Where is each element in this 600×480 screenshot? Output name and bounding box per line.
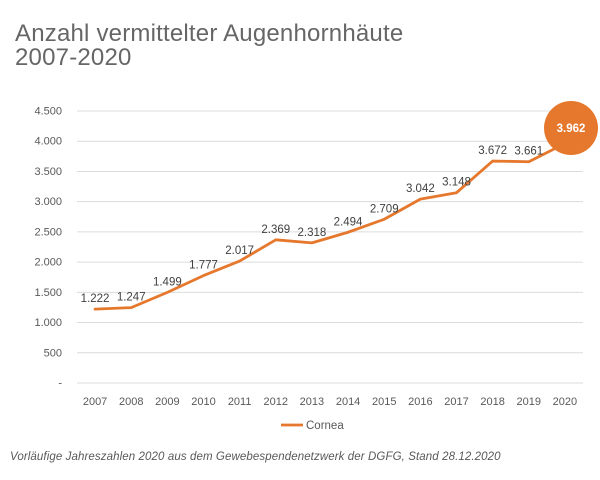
y-axis-tick-label: 1.500: [34, 287, 62, 299]
x-axis-tick-label: 2008: [119, 396, 143, 408]
x-axis-tick-label: 2013: [300, 396, 324, 408]
data-label: 1.499: [153, 276, 182, 288]
x-axis-tick-label: 2015: [372, 396, 396, 408]
chart-title: Anzahl vermittelter Augenhornhäute 2007-…: [15, 20, 404, 72]
data-label: 3.672: [478, 145, 507, 157]
highlight-circle: [544, 101, 598, 155]
data-label: 1.777: [189, 260, 218, 272]
data-label: 2.494: [334, 216, 363, 228]
data-label: 2.318: [298, 227, 327, 239]
x-axis-tick-label: 2016: [408, 396, 432, 408]
y-axis-tick-label: 2.000: [34, 257, 62, 269]
footnote: Vorläufige Jahreszahlen 2020 aus dem Gew…: [10, 451, 501, 463]
y-axis-tick-label: 1.000: [34, 317, 62, 329]
data-label: 2.017: [225, 245, 254, 257]
y-axis-tick-label: -: [58, 378, 62, 390]
x-axis-tick-label: 2017: [444, 396, 468, 408]
x-axis-tick-label: 2020: [553, 396, 577, 408]
x-axis-tick-label: 2009: [155, 396, 179, 408]
data-label: 1.222: [81, 293, 110, 305]
x-axis-tick-label: 2012: [264, 396, 288, 408]
data-label: 2.369: [261, 224, 290, 236]
x-axis-tick-label: 2011: [228, 396, 252, 408]
data-label: 1.247: [117, 292, 146, 304]
y-axis-tick-label: 3.000: [34, 196, 62, 208]
y-axis-tick-label: 4.000: [34, 136, 62, 148]
data-label: 3.148: [442, 177, 471, 189]
data-label: 3.042: [406, 183, 435, 195]
highlight-label: 3.962: [557, 123, 586, 135]
x-axis-tick-label: 2007: [83, 396, 107, 408]
legend-label: Cornea: [306, 420, 344, 432]
y-axis-tick-label: 2.500: [34, 226, 62, 238]
y-axis-tick-label: 500: [44, 347, 62, 359]
y-axis-tick-label: 4.500: [34, 106, 62, 118]
cornea-series-line: [93, 142, 567, 311]
data-label: 2.709: [370, 203, 399, 215]
x-axis-tick-label: 2018: [480, 396, 504, 408]
x-axis-tick-label: 2014: [336, 396, 360, 408]
y-axis-tick-label: 3.500: [34, 166, 62, 178]
data-label: 3.661: [514, 146, 543, 158]
x-axis-tick-label: 2019: [517, 396, 541, 408]
x-axis-tick-label: 2010: [191, 396, 215, 408]
